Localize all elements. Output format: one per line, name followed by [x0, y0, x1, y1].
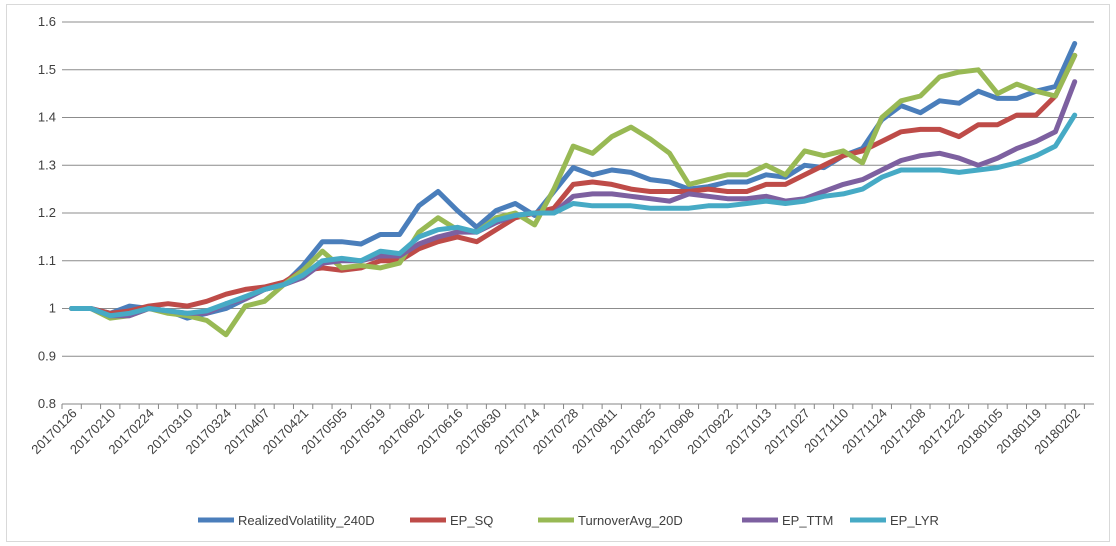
legend-label: EP_TTM: [782, 513, 833, 528]
y-tick-label: 0.8: [38, 396, 56, 411]
legend-label: EP_LYR: [890, 513, 939, 528]
legend: RealizedVolatility_240D EP_SQ TurnoverAvg_…: [198, 513, 939, 528]
series-lines: [69, 41, 1078, 338]
series-line-realizedvolatility-240d: [69, 41, 1078, 321]
y-tick-label: 1.5: [38, 62, 56, 77]
x-axis: 2017012620170210201702242017031020170324…: [28, 403, 1094, 457]
y-axis: 0.8 0.9 1 1.1 1.2 1.3 1.4 1.5 1.6: [38, 14, 56, 411]
series-line-ep-lyr: [69, 112, 1078, 319]
y-tick-label: 0.9: [38, 348, 56, 363]
y-tick-label: 1.1: [38, 253, 56, 268]
series-line-ep-sq: [69, 52, 1078, 316]
series-line-turnoveravg-20d: [69, 52, 1078, 338]
y-tick-label: 1: [49, 301, 56, 316]
series-line-ep-ttm: [69, 79, 1078, 319]
y-tick-label: 1.3: [38, 157, 56, 172]
legend-label: RealizedVolatility_240D: [238, 513, 375, 528]
y-tick-label: 1.2: [38, 205, 56, 220]
y-tick-label: 1.4: [38, 110, 56, 125]
legend-label: EP_SQ: [450, 513, 493, 528]
legend-label: TurnoverAvg_20D: [578, 513, 683, 528]
y-tick-label: 1.6: [38, 14, 56, 29]
